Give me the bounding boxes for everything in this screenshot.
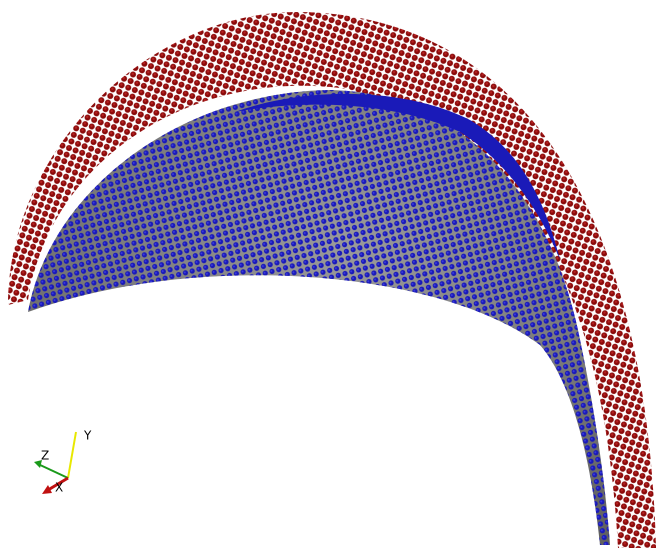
z-axis-line [38,464,68,478]
y-axis-line [68,432,76,478]
x-axis-label: X [55,481,63,495]
render-view: Y Z X [0,0,659,557]
orientation-axes: Y Z X [34,429,92,495]
y-axis-label: Y [83,429,92,443]
z-axis-label: Z [41,449,49,463]
page: Y Z X (() => { const data = JSON.parse(d… [0,0,659,557]
